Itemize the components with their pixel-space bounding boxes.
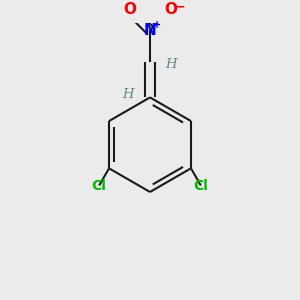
Text: Cl: Cl bbox=[194, 178, 208, 193]
Text: O: O bbox=[123, 2, 136, 17]
Text: H: H bbox=[122, 88, 134, 101]
Text: +: + bbox=[153, 20, 161, 30]
Text: H: H bbox=[165, 58, 176, 71]
Text: Cl: Cl bbox=[92, 178, 106, 193]
Text: N: N bbox=[144, 23, 156, 38]
Text: O: O bbox=[164, 2, 177, 17]
Text: −: − bbox=[175, 0, 185, 13]
